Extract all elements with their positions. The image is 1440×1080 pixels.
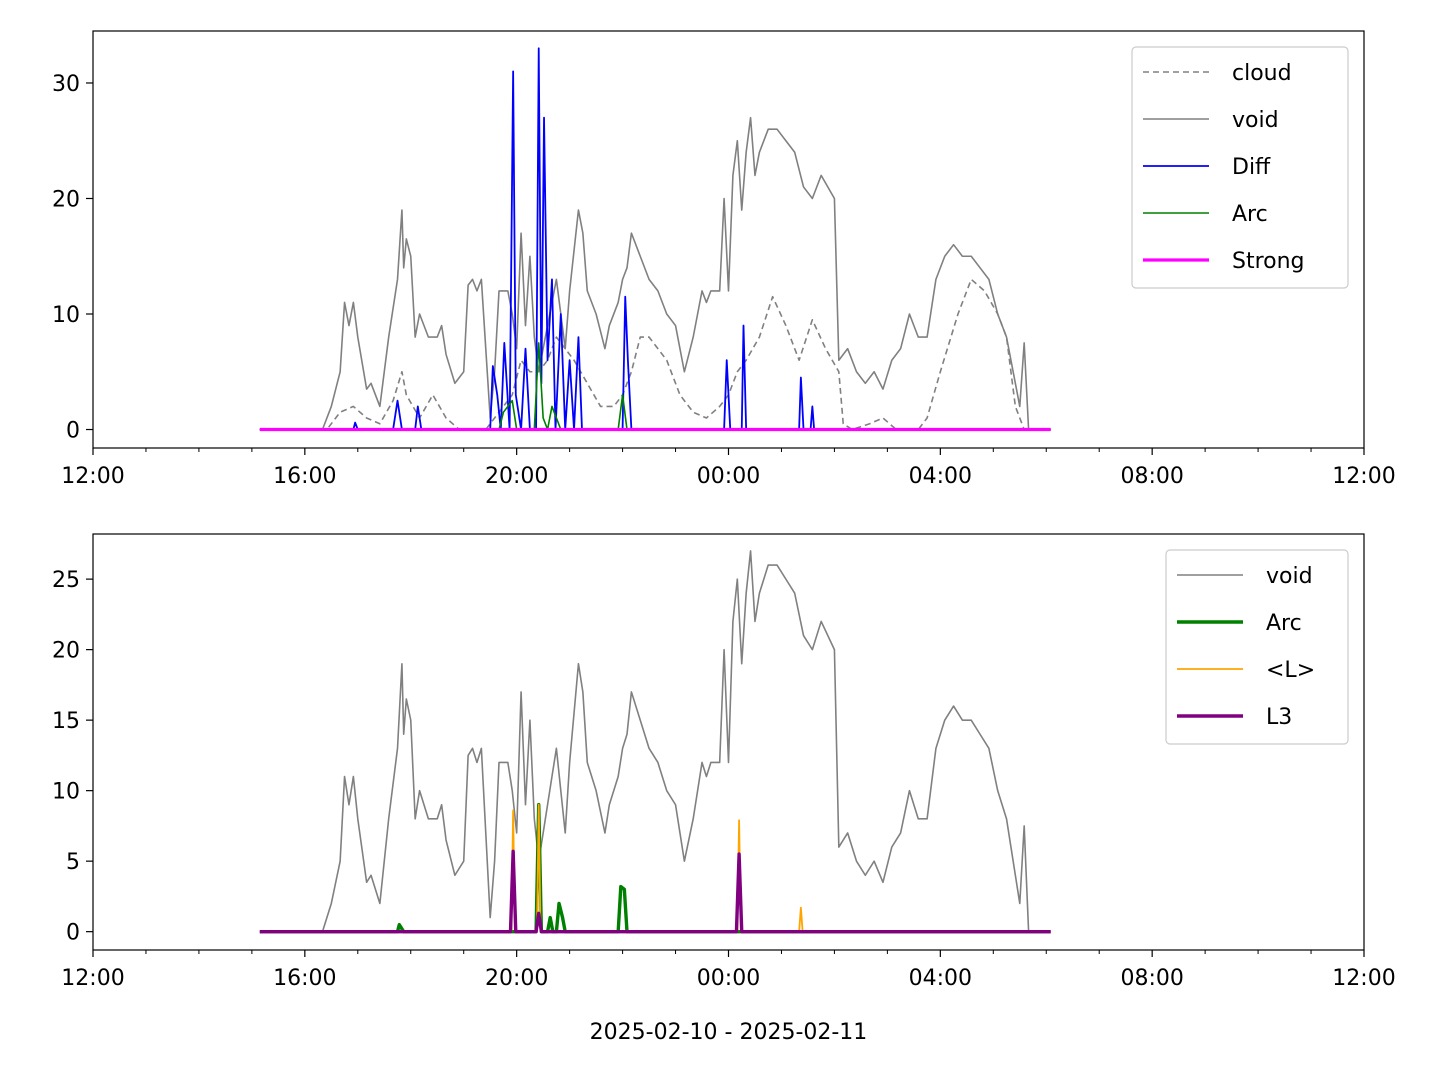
series-line-diff — [259, 47, 1051, 431]
y-tick-label: 15 — [52, 709, 80, 734]
y-tick-label: 0 — [66, 419, 80, 444]
legend-label: Diff — [1232, 155, 1271, 180]
legend-label: Arc — [1266, 611, 1302, 636]
x-tick-label: 20:00 — [485, 966, 548, 991]
x-tick-label: 04:00 — [909, 966, 972, 991]
legend-label: <L> — [1266, 658, 1315, 683]
x-tick-label: 12:00 — [61, 966, 124, 991]
bottom-chart: 0 5 10 15 20 25 12:00 16:00 20:00 00:00 04:00 08:00… — [52, 533, 1396, 1045]
plot-area — [259, 47, 1051, 432]
series-line-arc — [259, 803, 1051, 934]
y-tick-label: 10 — [52, 303, 80, 328]
x-tick-label: 00:00 — [697, 464, 760, 489]
x-tick-label: 16:00 — [273, 464, 336, 489]
legend-label: void — [1266, 564, 1313, 589]
x-tick-label: 00:00 — [697, 966, 760, 991]
y-tick-label: 10 — [52, 780, 80, 805]
legend-label: Strong — [1232, 249, 1305, 274]
legend-box — [1165, 549, 1349, 745]
x-tick-label: 16:00 — [273, 966, 336, 991]
x-tick-label: 12:00 — [1332, 966, 1395, 991]
x-tick-label: 12:00 — [61, 464, 124, 489]
legend-label: void — [1232, 108, 1279, 133]
legend: cloud void Diff Arc Strong — [1131, 46, 1349, 289]
y-tick-label: 0 — [66, 921, 80, 946]
legend: void Arc <L> L3 — [1165, 549, 1349, 745]
series-line-l3 — [259, 849, 1051, 934]
x-tick-label: 08:00 — [1120, 966, 1183, 991]
x-axis-label: 2025-02-10 - 2025-02-11 — [590, 1020, 868, 1045]
plot-area — [259, 550, 1051, 934]
legend-label: cloud — [1232, 61, 1292, 86]
x-tick-label: 08:00 — [1120, 464, 1183, 489]
x-tick-label: 04:00 — [909, 464, 972, 489]
series-line-void — [259, 550, 1051, 933]
y-tick-label: 30 — [52, 72, 80, 97]
y-tick-label: 25 — [52, 568, 80, 593]
y-tick-label: 5 — [66, 850, 80, 875]
series-line-arc — [259, 342, 1051, 431]
series-line-l — [259, 803, 1051, 933]
legend-box — [1131, 46, 1349, 289]
legend-label: L3 — [1266, 705, 1292, 730]
y-tick-label: 20 — [52, 187, 80, 212]
x-tick-label: 20:00 — [485, 464, 548, 489]
y-tick-label: 20 — [52, 639, 80, 664]
x-tick-label: 12:00 — [1332, 464, 1395, 489]
legend-label: Arc — [1232, 202, 1268, 227]
top-chart: 0 10 20 30 12:00 16:00 20:00 00:00 04:00 08:00 12:… — [52, 30, 1396, 489]
series-line-void — [259, 116, 1051, 431]
